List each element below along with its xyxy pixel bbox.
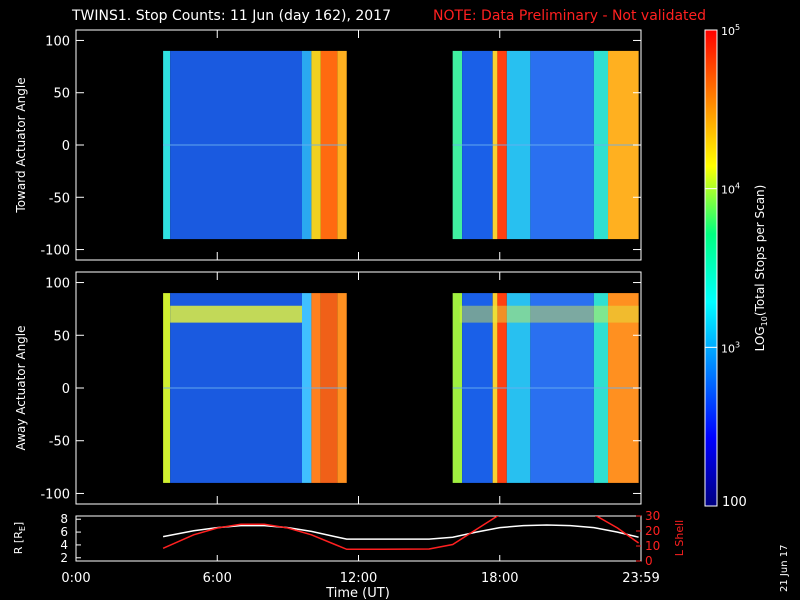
toward-panel: 100 50 0 -50 -100 Toward Actuator Angle bbox=[14, 29, 642, 261]
away-ytick-label-4: -100 bbox=[40, 487, 70, 502]
colorbar-tick-label-1: 104 bbox=[721, 182, 740, 197]
x-tick-label-1: 6:00 bbox=[203, 571, 232, 586]
colorbar-gradient bbox=[704, 29, 718, 507]
away-ytick-label-0: 100 bbox=[45, 277, 70, 292]
colorbar-tick-exp-0: 5 bbox=[735, 23, 740, 32]
toward-yticks: 100 50 0 -50 -100 bbox=[40, 30, 642, 260]
orbit-right-ylabel: L Shell bbox=[673, 520, 686, 556]
colorbar-bottom-label: 100 bbox=[722, 495, 747, 510]
orbit-left-ylabel-close: ] bbox=[12, 522, 25, 526]
away-yticks: 100 50 0 -50 -100 bbox=[40, 272, 642, 504]
orbit-series-0 bbox=[162, 524, 639, 540]
colorbar-label-sub: 10 bbox=[760, 316, 769, 326]
away-highlight-band-0 bbox=[170, 305, 302, 323]
away-highlight-band-1 bbox=[459, 305, 639, 323]
orbit-left-ylabel-main: R [R bbox=[12, 531, 25, 554]
orbit-left-tick-label-3: 2 bbox=[60, 551, 68, 565]
colorbar-label-rest: (Total Stops per Scan) bbox=[753, 185, 767, 316]
x-tick-label-0: 0:00 bbox=[61, 571, 90, 586]
orbit-right-tick-label-3: 0 bbox=[645, 554, 653, 568]
toward-ytick-label-1: 50 bbox=[53, 87, 70, 102]
colorbar-tick-exp-2: 3 bbox=[735, 340, 740, 349]
colorbar-tick-base-1: 10 bbox=[721, 184, 735, 197]
away-heatmap bbox=[163, 293, 639, 483]
orbit-right-tick-label-1: 20 bbox=[645, 524, 660, 538]
colorbar-tick-exp-1: 4 bbox=[735, 182, 740, 191]
preliminary-note: NOTE: Data Preliminary - Not validated bbox=[433, 8, 706, 24]
toward-ytick-label-3: -50 bbox=[49, 191, 70, 206]
x-tick-label-3: 18:00 bbox=[481, 571, 518, 586]
figure-title: TWINS1. Stop Counts: 11 Jun (day 162), 2… bbox=[71, 8, 391, 24]
date-stamp: 21 Jun 17 bbox=[779, 545, 790, 592]
orbit-lines bbox=[162, 516, 640, 551]
x-tick-label-4: 23:59 bbox=[622, 571, 659, 586]
orbit-series-2 bbox=[595, 516, 640, 544]
orbit-right-tick-label-2: 10 bbox=[645, 539, 660, 553]
orbit-series-1 bbox=[162, 516, 499, 551]
colorbar-tick-base-2: 10 bbox=[721, 342, 735, 355]
colorbar-tick-label-2: 103 bbox=[721, 340, 740, 355]
colorbar-label: LOG10(Total Stops per Scan) bbox=[753, 185, 769, 352]
toward-ytick-label-2: 0 bbox=[62, 139, 70, 154]
orbit-left-ylabel-sub: E bbox=[18, 526, 27, 531]
away-ytick-label-3: -50 bbox=[49, 435, 70, 450]
away-panel: 100 50 0 -50 -100 Away Actuator Angle bbox=[14, 271, 642, 505]
orbit-right-tick-label-0: 30 bbox=[645, 509, 660, 523]
away-ylabel: Away Actuator Angle bbox=[14, 325, 28, 450]
orbit-left-tick-label-2: 4 bbox=[60, 538, 68, 552]
toward-ylabel: Toward Actuator Angle bbox=[14, 77, 28, 213]
colorbar-label-log: LOG bbox=[753, 326, 767, 351]
toward-heatmap bbox=[163, 50, 639, 240]
x-axis-label: Time (UT) bbox=[325, 586, 390, 600]
orbit-left-tick-label-1: 6 bbox=[60, 525, 68, 539]
toward-ytick-label-4: -100 bbox=[40, 244, 70, 259]
orbit-left-ylabel: R [RE] bbox=[12, 522, 27, 554]
toward-ytick-label-0: 100 bbox=[45, 34, 70, 49]
away-ytick-label-2: 0 bbox=[62, 382, 70, 397]
x-tick-label-2: 12:00 bbox=[340, 571, 377, 586]
orbit-left-tick-label-0: 8 bbox=[60, 512, 68, 526]
away-ytick-label-1: 50 bbox=[53, 329, 70, 344]
colorbar-tick-label-0: 105 bbox=[721, 23, 740, 38]
colorbar-tick-base-0: 10 bbox=[721, 25, 735, 38]
